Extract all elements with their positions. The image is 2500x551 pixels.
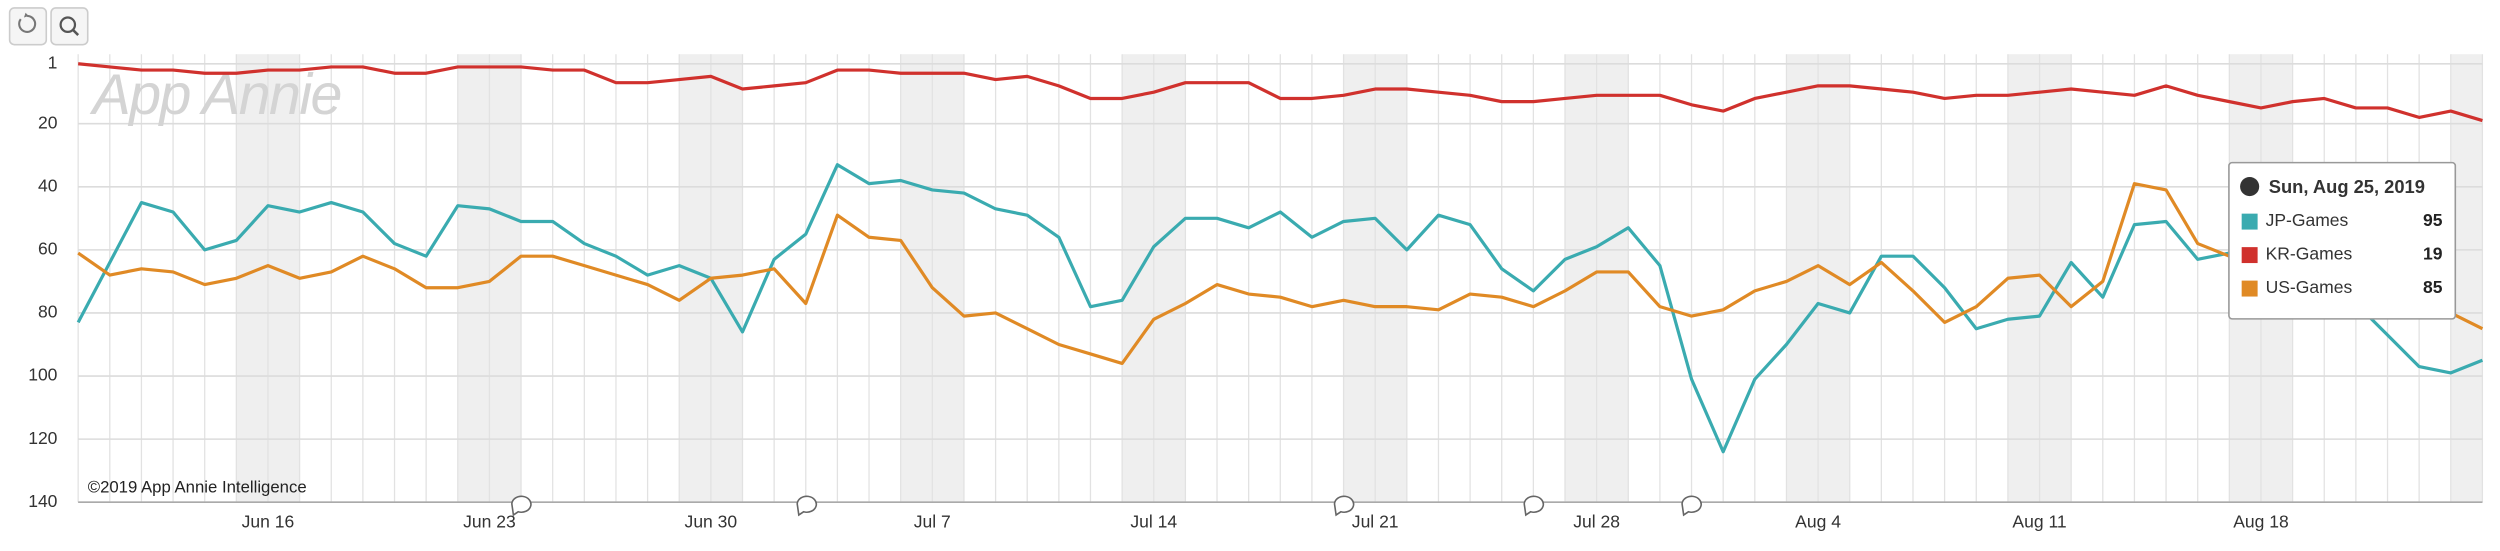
x-tick-label: Jul 7 [914,512,951,532]
legend-label: US-Games [2266,277,2353,297]
x-tick-label: Jun 23 [463,512,516,532]
tooltip-value: 95 [2423,210,2443,230]
x-tick-label: Aug 11 [2012,512,2066,532]
note-icon[interactable] [796,495,818,517]
grid [77,54,2484,504]
x-tick-label: Aug 18 [2233,512,2289,532]
copyright: ©2019 App Annie Intelligence [88,477,307,496]
x-tick-label: Jun 30 [685,512,738,532]
legend-label: KR-Games [2266,244,2353,264]
zoom-button[interactable] [50,7,89,46]
x-tick-label: Jul 28 [1573,512,1620,532]
annotation-icons [511,495,1702,517]
series-line [76,163,2484,454]
y-tick-label: 20 [38,112,58,132]
tooltip-title: Sun, Aug 25, 2019 [2269,176,2425,197]
reset-icon [18,14,37,33]
legend-swatch [2241,213,2258,230]
series-line [77,182,2484,366]
x-tick-label: Jul 21 [1352,512,1399,532]
note-icon[interactable] [511,495,532,517]
y-tick-label: 60 [38,238,58,258]
toolbar [8,7,89,46]
note-icon[interactable] [1523,495,1545,517]
x-tick-label: Aug 4 [1795,512,1841,532]
y-tick-label: 80 [38,302,58,322]
legend-swatch [2241,247,2258,264]
y-tick-label: 1 [48,52,58,72]
legend-label: JP-Games [2266,210,2349,230]
tooltip: Sun, Aug 25, 2019 JP-Games 95 KR-Games 19 US… [2228,161,2457,320]
tooltip-box [2228,161,2457,320]
y-tick-label: 120 [28,428,57,448]
tooltip-value: 19 [2423,244,2443,264]
series-line [78,62,2483,123]
x-tick-label: Jun 16 [242,512,295,532]
zoom-icon [59,16,77,34]
y-tick-label: 140 [28,491,57,511]
y-tick-label: 40 [38,175,58,195]
reset-button[interactable] [8,7,48,46]
tooltip-value: 85 [2423,277,2443,297]
globe-icon [2240,176,2260,197]
note-icon[interactable] [1681,495,1702,517]
note-icon[interactable] [1333,495,1355,517]
lines [76,62,2484,454]
y-tick-label: 100 [28,365,57,385]
x-tick-label: Jul 14 [1130,512,1177,532]
legend-swatch [2241,280,2258,297]
zoom-icon-handle [72,29,80,36]
